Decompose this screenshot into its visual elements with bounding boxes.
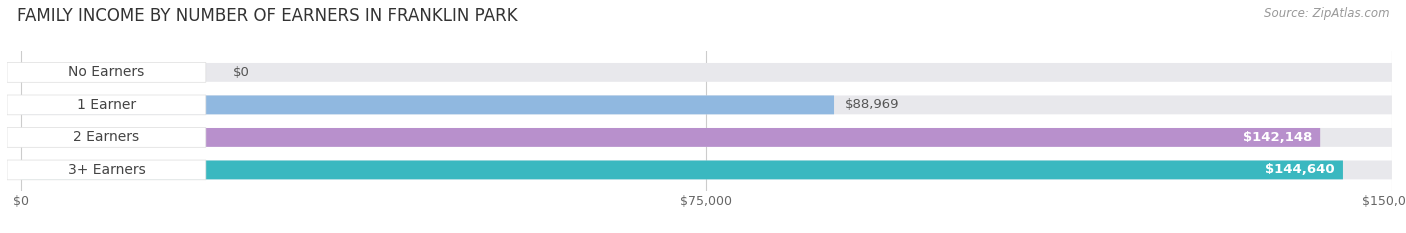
FancyBboxPatch shape	[21, 63, 1392, 82]
Text: $0: $0	[233, 66, 250, 79]
Text: 1 Earner: 1 Earner	[77, 98, 136, 112]
FancyBboxPatch shape	[7, 127, 205, 147]
Text: FAMILY INCOME BY NUMBER OF EARNERS IN FRANKLIN PARK: FAMILY INCOME BY NUMBER OF EARNERS IN FR…	[17, 7, 517, 25]
FancyBboxPatch shape	[21, 128, 1320, 147]
FancyBboxPatch shape	[21, 128, 1392, 147]
FancyBboxPatch shape	[21, 161, 1343, 179]
Text: Source: ZipAtlas.com: Source: ZipAtlas.com	[1264, 7, 1389, 20]
FancyBboxPatch shape	[7, 95, 205, 115]
FancyBboxPatch shape	[7, 62, 205, 82]
FancyBboxPatch shape	[21, 96, 834, 114]
Text: 2 Earners: 2 Earners	[73, 130, 139, 144]
Text: $88,969: $88,969	[845, 98, 900, 111]
Text: No Earners: No Earners	[69, 65, 145, 79]
Text: 3+ Earners: 3+ Earners	[67, 163, 145, 177]
FancyBboxPatch shape	[21, 96, 1392, 114]
Text: $144,640: $144,640	[1265, 163, 1334, 176]
FancyBboxPatch shape	[21, 161, 1392, 179]
Text: $142,148: $142,148	[1243, 131, 1312, 144]
FancyBboxPatch shape	[7, 160, 205, 180]
